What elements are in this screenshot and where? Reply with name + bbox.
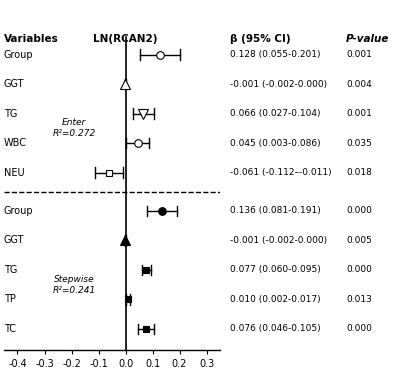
- Text: P-value: P-value: [346, 34, 389, 44]
- Text: 0.128 (0.055-0.201): 0.128 (0.055-0.201): [230, 50, 320, 59]
- Text: 0.001: 0.001: [346, 109, 372, 118]
- Text: TP: TP: [4, 294, 16, 304]
- Text: NEU: NEU: [4, 168, 25, 177]
- Text: TG: TG: [4, 265, 17, 275]
- Text: Variables: Variables: [4, 34, 59, 44]
- Text: 0.076 (0.046-0.105): 0.076 (0.046-0.105): [230, 325, 321, 333]
- Text: -0.061 (-0.112–-0.011): -0.061 (-0.112–-0.011): [230, 168, 332, 177]
- Text: 0.045 (0.003-0.086): 0.045 (0.003-0.086): [230, 139, 321, 147]
- Text: TC: TC: [4, 324, 16, 334]
- Text: Stepwise
R²=0.241: Stepwise R²=0.241: [52, 275, 96, 295]
- Text: TG: TG: [4, 109, 17, 119]
- Text: 0.001: 0.001: [346, 50, 372, 59]
- Text: 0.004: 0.004: [346, 79, 372, 89]
- Text: 0.005: 0.005: [346, 236, 372, 245]
- Text: Group: Group: [4, 50, 34, 60]
- Text: LN(RCAN2): LN(RCAN2): [93, 34, 158, 44]
- Text: 0.136 (0.081-0.191): 0.136 (0.081-0.191): [230, 206, 321, 215]
- Text: -0.001 (-0.002-0.000): -0.001 (-0.002-0.000): [230, 79, 327, 89]
- Text: 0.013: 0.013: [346, 295, 372, 304]
- Text: Enter
R²=0.272: Enter R²=0.272: [52, 118, 96, 138]
- Text: WBC: WBC: [4, 138, 27, 148]
- Text: -0.001 (-0.002-0.000): -0.001 (-0.002-0.000): [230, 236, 327, 245]
- Text: 0.018: 0.018: [346, 168, 372, 177]
- Text: 0.066 (0.027-0.104): 0.066 (0.027-0.104): [230, 109, 320, 118]
- Text: GGT: GGT: [4, 79, 24, 89]
- Text: 0.000: 0.000: [346, 206, 372, 215]
- Text: 0.077 (0.060-0.095): 0.077 (0.060-0.095): [230, 266, 321, 274]
- Text: β (95% CI): β (95% CI): [230, 34, 291, 44]
- Text: GGT: GGT: [4, 236, 24, 245]
- Text: 0.000: 0.000: [346, 266, 372, 274]
- Text: Group: Group: [4, 206, 34, 216]
- Text: 0.000: 0.000: [346, 325, 372, 333]
- Text: 0.010 (0.002-0.017): 0.010 (0.002-0.017): [230, 295, 321, 304]
- Text: 0.035: 0.035: [346, 139, 372, 147]
